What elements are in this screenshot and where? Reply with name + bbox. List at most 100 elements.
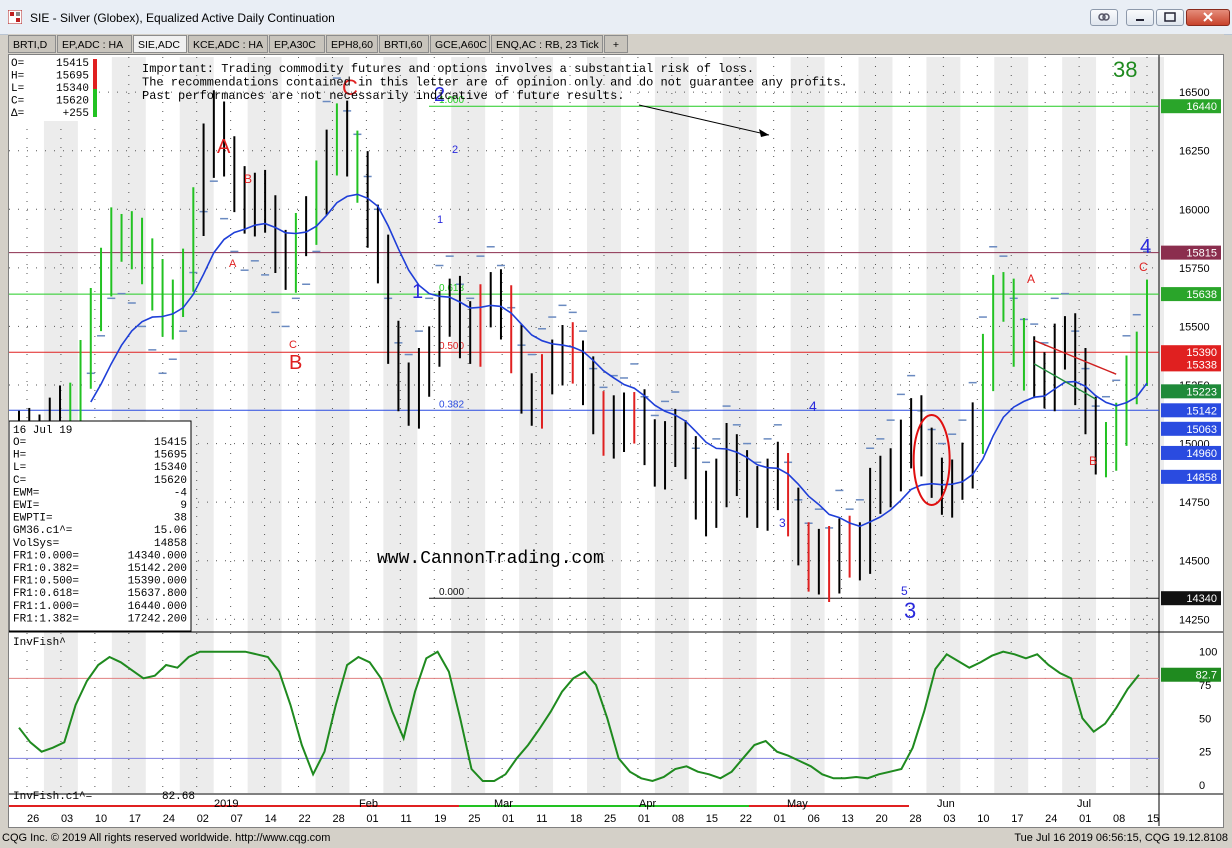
window-title: SIE - Silver (Globex), Equalized Active … [30,11,335,25]
disclaimer-line: Past performances are not necessarily in… [142,89,624,103]
day-tick-label: 22 [740,813,752,825]
close-button[interactable] [1186,9,1230,26]
minimize-icon [1136,19,1144,21]
data-window-value: 14858 [154,538,187,550]
wave-label: C [342,75,358,100]
blue-moving-average [90,193,1148,528]
data-window-date: 16 Jul 19 [13,425,72,437]
day-tick-label: 08 [672,813,684,825]
minimize-button[interactable] [1126,9,1154,26]
price-tick-label: 14750 [1179,497,1210,509]
trend-arrow [638,104,770,136]
wave-label: 4 [809,398,817,414]
data-window-value: 15142.200 [128,563,187,575]
day-tick-label: 24 [1045,813,1057,825]
close-icon [1203,12,1213,22]
data-window-value: 14340.000 [128,550,187,562]
add-tab-button[interactable]: + [604,35,628,53]
wave-label-small-a: A [229,258,237,270]
data-window-label: FR1:0.000= [13,550,79,562]
data-window-box [9,420,192,632]
price-badge-label: 14858 [1186,472,1217,484]
tab-sie-adc[interactable]: SIE,ADC [133,35,187,53]
day-tick-label: 25 [468,813,480,825]
wave-label: A [1027,272,1035,286]
price-badge [1161,469,1221,484]
tab-brti-60[interactable]: BRTI,60 [379,35,429,53]
week-band [790,57,825,793]
tab-enq-ac-rb[interactable]: ENQ,AC : RB, 23 Tick [491,35,603,53]
link-window-button[interactable] [1090,9,1118,26]
ohlc-value: 15695 [56,71,89,83]
indicator-pane: InvFish^ InvFish.c1^= 82.68 100 75 50 25 0 82.7 [9,637,1221,803]
month-label: 2019 [214,798,238,810]
indicator-readout-value: 82.68 [162,791,195,803]
tab-ep-adc-ha[interactable]: EP,ADC : HA [57,35,132,53]
price-badge-label: 15223 [1186,386,1217,398]
data-window-value: 15695 [154,450,187,462]
day-tick-label: 17 [1011,813,1023,825]
tab-eph8-60[interactable]: EPH8,60 [326,35,378,53]
fib-label: 0.000 [439,587,464,598]
price-badge-label: 16440 [1186,101,1217,113]
data-window-value: 15340 [154,462,187,474]
disclaimer-line: The recommendations contained in this le… [142,76,848,90]
price-badge [1161,345,1221,360]
day-tick-label: 15 [1147,813,1159,825]
chart-window: 1.000 0.618 0.500 0.382 0.000 A B C 2 1 3 4 5 A B C 4 A C B… [8,54,1224,828]
wave-label: B [244,172,252,186]
week-band [451,57,486,793]
fib-label: 0.618 [439,283,464,294]
day-tick-label: 01 [366,813,378,825]
data-window-value: 15620 [154,475,187,487]
day-tick-label: 10 [95,813,107,825]
day-tick-label: 11 [400,813,411,825]
data-window-value: 9 [180,500,187,512]
tab-ep-a30c[interactable]: EP,A30C [269,35,325,53]
maximize-button[interactable] [1156,9,1184,26]
tab-gce-a60c[interactable]: GCE,A60C [430,35,490,53]
month-label: May [787,798,808,810]
price-badge [1161,445,1221,460]
day-tick-label: 13 [842,813,854,825]
day-tick-label: 11 [536,813,547,825]
day-tick-label: 19 [434,813,446,825]
wave-count-number: 38 [1113,57,1137,82]
day-tick-label: 07 [231,813,243,825]
wave-label-small-3: 3 [779,516,786,530]
website-watermark: www.CannonTrading.com [377,549,604,569]
ohlc-label: O= [11,58,24,70]
data-window-label: VolSys= [13,538,59,550]
wave-label-small-c: C [289,339,297,351]
highlight-ellipse [912,413,951,506]
indicator-badge [1161,667,1221,682]
indicator-name: InvFish^ [13,637,66,649]
wave-label: 2 [434,84,445,106]
day-tick-label: 24 [163,813,175,825]
month-label: Feb [359,798,378,810]
price-badge [1161,245,1221,260]
day-tick-label: 22 [299,813,311,825]
month-label: Apr [639,798,656,810]
price-tick-label: 15500 [1179,321,1210,333]
day-tick-label: 26 [27,813,39,825]
status-bar: CQG Inc. © 2019 All rights reserved worl… [0,830,1232,848]
day-tick-label: 06 [808,813,820,825]
indicator-tick-label: 0 [1199,780,1205,792]
day-tick-label: 01 [638,813,650,825]
price-badge-label: 14340 [1186,593,1217,605]
ohlc-value: 15415 [56,58,89,70]
chart-tab-bar: BRTI,D EP,ADC : HA SIE,ADC KCE,ADC : HA … [8,34,1224,54]
price-badge-label: 15390 [1186,347,1217,359]
wave-label: A [217,136,231,158]
tab-brti-d[interactable]: BRTI,D [8,35,56,53]
price-badge [1161,403,1221,418]
data-window-label: FR1:0.382= [13,563,79,575]
tab-kce-adc-ha[interactable]: KCE,ADC : HA [188,35,268,53]
fib-label: 0.382 [439,399,464,410]
data-window-label: GM36.c1^= [13,525,72,537]
data-window-label: FR1:0.500= [13,576,79,588]
day-tick-label: 28 [332,813,344,825]
day-tick-label: 03 [61,813,73,825]
